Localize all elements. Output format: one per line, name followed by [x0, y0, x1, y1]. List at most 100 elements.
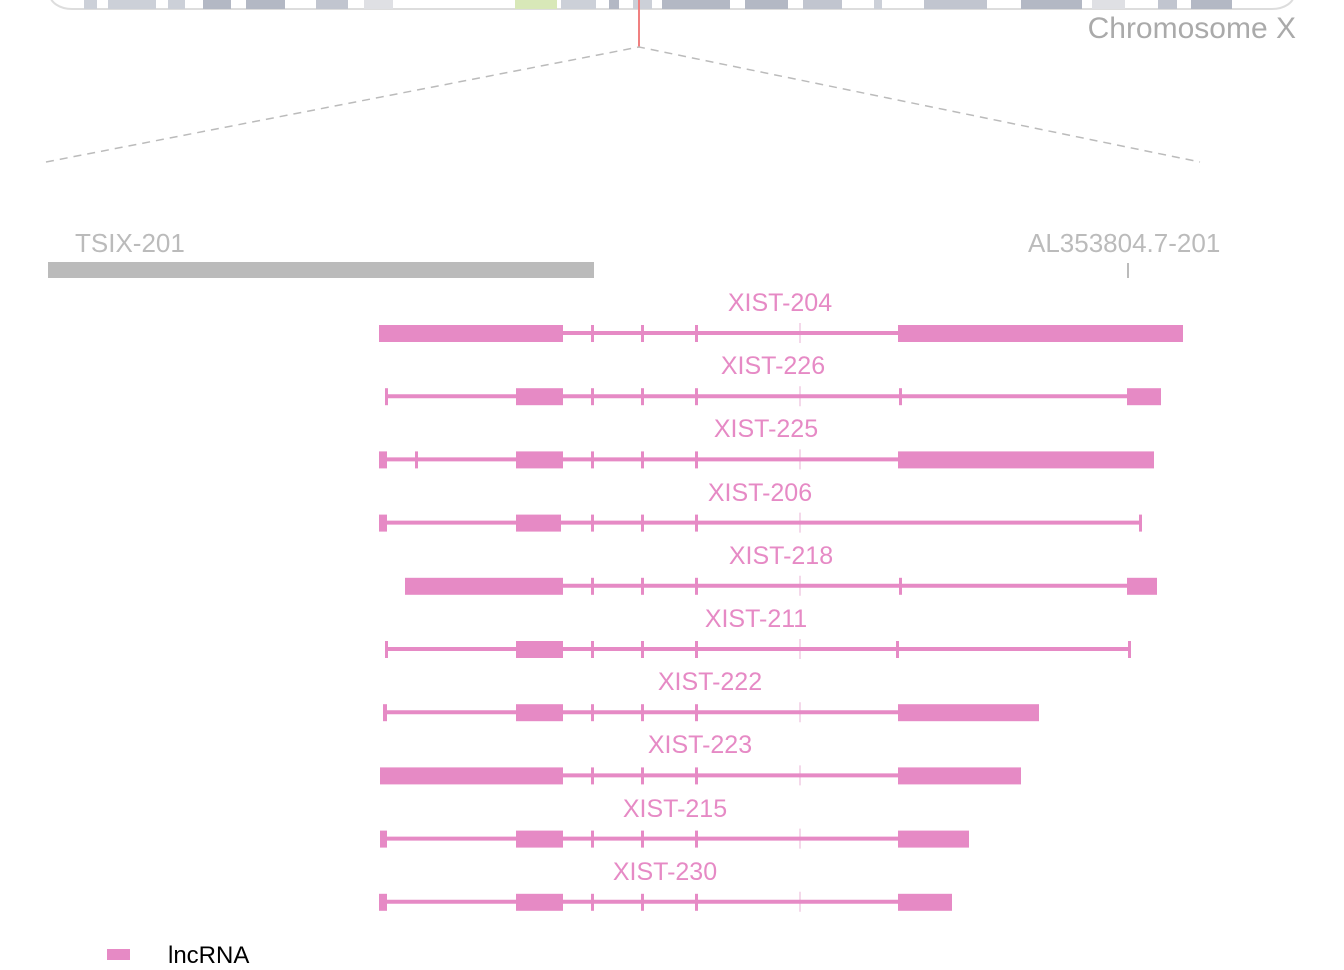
exon: [898, 451, 1154, 469]
chromosome-band: [561, 0, 596, 9]
exon: [516, 641, 563, 658]
exon: [695, 451, 698, 469]
chromosome-band: [633, 0, 652, 9]
transcript-label[interactable]: XIST-218: [728, 541, 834, 570]
exon: [591, 893, 594, 911]
chromosome-band: [168, 0, 185, 9]
exon: [516, 388, 563, 406]
exon: [641, 325, 644, 342]
exon: [385, 388, 388, 406]
exon: [898, 767, 1021, 785]
exon: [1127, 577, 1157, 595]
neighbor-label[interactable]: TSIX-201: [75, 228, 185, 258]
exon: [695, 767, 698, 785]
exon: [695, 388, 698, 406]
exon: [641, 514, 644, 532]
chromosome-band: [364, 0, 393, 9]
chromosome-label: Chromosome X: [1087, 12, 1296, 45]
exon: [379, 325, 563, 342]
transcript-track[interactable]: [383, 702, 1039, 723]
exon: [641, 767, 644, 785]
exon: [896, 641, 899, 658]
exon: [641, 893, 644, 911]
chromosome-band: [316, 0, 348, 9]
exon: [899, 388, 902, 406]
transcript-track[interactable]: [385, 639, 1131, 659]
chromosome-ideogram[interactable]: [50, 0, 1294, 10]
exon: [898, 704, 1039, 722]
exon: [516, 893, 563, 911]
exon: [379, 893, 387, 911]
transcript-label[interactable]: XIST-215: [622, 794, 728, 823]
transcript-label[interactable]: XIST-230: [612, 857, 718, 886]
exon: [591, 325, 594, 342]
chromosome-band: [1092, 0, 1125, 9]
chromosome-band: [108, 0, 156, 9]
exon: [695, 325, 698, 342]
exon: [641, 704, 644, 722]
exon: [695, 514, 698, 532]
exon: [898, 830, 969, 848]
exon: [695, 641, 698, 658]
chromosome-band: [246, 0, 285, 9]
exon: [379, 451, 387, 469]
legend-swatch: [107, 949, 130, 960]
transcript-track[interactable]: [380, 765, 1021, 786]
exon: [385, 641, 388, 658]
transcript-label[interactable]: XIST-223: [647, 731, 753, 760]
chromosome-band: [1021, 0, 1082, 9]
exon: [695, 830, 698, 848]
transcript-track[interactable]: [379, 512, 1142, 533]
exon: [383, 704, 387, 722]
exon: [1127, 388, 1161, 406]
exon: [641, 451, 644, 469]
chromosome-band: [662, 0, 730, 9]
transcript-track[interactable]: [379, 891, 952, 912]
transcript-label[interactable]: XIST-226: [720, 352, 826, 381]
exon: [695, 893, 698, 911]
transcript-label[interactable]: XIST-225: [713, 415, 819, 444]
exon: [379, 514, 387, 532]
exon: [591, 830, 594, 848]
chromosome-band: [803, 0, 842, 9]
transcript-track[interactable]: [380, 828, 969, 849]
exon: [899, 577, 902, 595]
exon: [405, 577, 563, 595]
exon: [591, 577, 594, 595]
transcript-track[interactable]: [379, 449, 1154, 470]
exon: [641, 641, 644, 658]
transcript-label[interactable]: XIST-206: [707, 478, 813, 507]
exon: [641, 388, 644, 406]
exon: [898, 325, 1183, 342]
legend-label: lncRNA: [168, 942, 250, 969]
transcript-label[interactable]: XIST-211: [704, 605, 808, 633]
exon: [695, 577, 698, 595]
exon: [516, 451, 563, 469]
exon: [516, 514, 561, 532]
chromosome-band: [203, 0, 231, 9]
chromosome-band: [515, 0, 557, 9]
exon: [591, 514, 594, 532]
neighbor-label[interactable]: AL353804.7-201: [1028, 228, 1221, 258]
transcript-track[interactable]: [379, 323, 1183, 343]
exon: [415, 451, 418, 469]
chromosome-band: [745, 0, 788, 9]
chromosome-band: [1158, 0, 1177, 9]
exon: [591, 388, 594, 406]
chromosome-band: [874, 0, 882, 9]
transcript-track[interactable]: [405, 575, 1157, 596]
exon: [591, 767, 594, 785]
transcript-track[interactable]: [385, 386, 1161, 407]
neighbor-gene-tsix[interactable]: [48, 262, 594, 278]
exon: [641, 830, 644, 848]
chromosome-band: [924, 0, 987, 9]
zoom-lines: [45, 46, 1201, 163]
transcript-label[interactable]: XIST-222: [657, 668, 763, 697]
transcript-label[interactable]: XIST-204: [727, 289, 833, 317]
chromosome-band: [1191, 0, 1232, 9]
exon: [591, 641, 594, 658]
exon: [516, 830, 563, 848]
exon: [641, 577, 644, 595]
chromosome-band: [609, 0, 619, 9]
